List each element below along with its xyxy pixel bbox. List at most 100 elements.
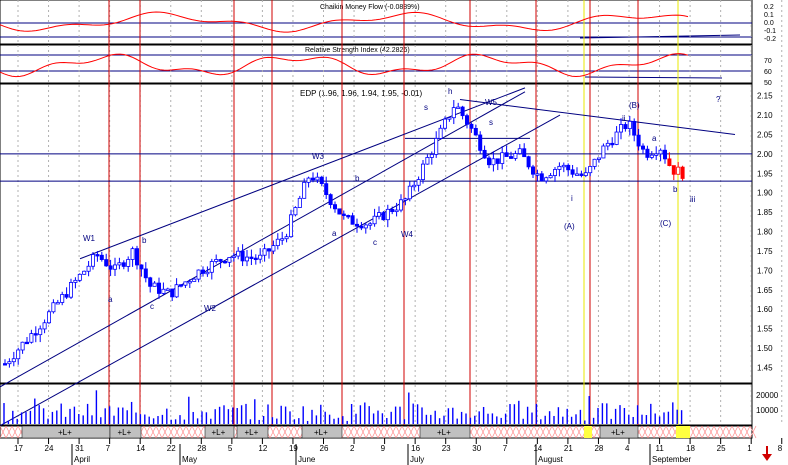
day-label: 28 bbox=[594, 444, 603, 453]
candle-body bbox=[579, 173, 584, 176]
candle-body bbox=[398, 199, 403, 211]
band-hatch bbox=[293, 425, 301, 439]
candle-body bbox=[623, 124, 628, 130]
band-hatch bbox=[545, 425, 553, 439]
band-hatch bbox=[695, 425, 703, 439]
candle-body bbox=[332, 204, 337, 210]
day-label: 14 bbox=[533, 444, 542, 453]
candle-body bbox=[38, 328, 43, 336]
candle-body bbox=[416, 179, 421, 186]
candle-body bbox=[583, 172, 588, 176]
wave-label: ii bbox=[622, 114, 626, 123]
candle-body bbox=[548, 175, 553, 179]
candle-body bbox=[64, 294, 69, 298]
trend-channel-line bbox=[79, 87, 526, 260]
candle-body bbox=[531, 166, 536, 175]
price-tick-label: 1.65 bbox=[757, 286, 773, 295]
band-hatch bbox=[689, 425, 697, 439]
candle-body bbox=[284, 236, 289, 240]
candle-body bbox=[328, 194, 333, 206]
day-label: 4 bbox=[625, 444, 630, 453]
candle-body bbox=[236, 250, 241, 257]
candle-body bbox=[491, 158, 496, 166]
band-hatch bbox=[395, 425, 403, 439]
band-hatch bbox=[173, 425, 181, 439]
cmf-tick-label: 0.1 bbox=[764, 12, 774, 19]
candle-body bbox=[319, 176, 324, 185]
band-hatch bbox=[479, 425, 487, 439]
candle-body bbox=[451, 107, 456, 119]
wave-label: b bbox=[355, 174, 360, 183]
candle-body bbox=[535, 173, 540, 176]
candle-body bbox=[610, 142, 615, 146]
band-cell bbox=[109, 425, 142, 439]
candle-body bbox=[614, 131, 619, 145]
candle-body bbox=[192, 278, 197, 282]
candle-body bbox=[605, 142, 610, 147]
price-tick-label: 1.55 bbox=[757, 325, 773, 334]
band-hatch bbox=[275, 425, 283, 439]
volume-panel: 20000 10000 bbox=[0, 383, 779, 426]
candle-body bbox=[597, 157, 602, 160]
band-hatch bbox=[569, 425, 577, 439]
band-hatch bbox=[533, 425, 541, 439]
day-label: 7 bbox=[503, 444, 508, 453]
candle-body bbox=[113, 264, 118, 270]
month-label: September bbox=[652, 455, 691, 464]
candle-body bbox=[143, 268, 148, 279]
candle-body bbox=[104, 259, 109, 267]
candle-body bbox=[324, 183, 329, 195]
band-hatch bbox=[659, 425, 667, 439]
band-hatch bbox=[401, 425, 409, 439]
candle-body bbox=[205, 271, 210, 275]
month-label: May bbox=[182, 455, 197, 464]
candle-body bbox=[271, 245, 276, 252]
rsi-panel: Relative Strength Index (42.2826) 70 60 50 bbox=[0, 44, 772, 87]
wave-label: c bbox=[373, 238, 377, 247]
candle-body bbox=[553, 169, 558, 176]
candle-body bbox=[152, 282, 157, 287]
candle-body bbox=[486, 157, 491, 166]
candle-body bbox=[500, 152, 505, 164]
price-tick-label: 2.15 bbox=[757, 92, 773, 101]
wave-label: a bbox=[332, 229, 337, 238]
day-label: 30 bbox=[472, 444, 481, 453]
candle-body bbox=[368, 223, 373, 226]
rsi-tick-label: 70 bbox=[764, 58, 772, 65]
band-hatch bbox=[353, 425, 361, 439]
wave-label: s bbox=[424, 103, 428, 112]
candle-body bbox=[337, 208, 342, 215]
candle-body bbox=[29, 333, 34, 343]
candle-body bbox=[249, 256, 254, 259]
candle-body bbox=[231, 255, 236, 258]
candle-body bbox=[429, 154, 434, 158]
candle-body bbox=[381, 212, 386, 221]
day-label: 25 bbox=[717, 444, 726, 453]
wave-label: ? bbox=[716, 95, 721, 104]
candle-body bbox=[385, 208, 390, 221]
candle-body bbox=[227, 257, 232, 263]
day-label: 12 bbox=[258, 444, 267, 453]
red-down-arrow-icon[interactable] bbox=[762, 446, 772, 461]
month-label: June bbox=[298, 455, 316, 464]
band-cell bbox=[301, 425, 343, 439]
candle-body bbox=[130, 248, 135, 260]
candle-body bbox=[306, 177, 311, 183]
candle-body bbox=[632, 120, 637, 136]
candle-body bbox=[350, 215, 355, 225]
band-cell bbox=[599, 425, 639, 439]
candle-body bbox=[91, 254, 96, 267]
candle-body bbox=[420, 163, 425, 180]
candle-body bbox=[244, 256, 249, 262]
candle-body bbox=[619, 124, 624, 133]
day-label: 23 bbox=[442, 444, 451, 453]
band-hatch bbox=[509, 425, 517, 439]
wave-label: b bbox=[142, 236, 147, 245]
candle-body bbox=[222, 260, 227, 264]
wave-label: W2 bbox=[204, 304, 217, 313]
candle-body bbox=[11, 358, 16, 363]
volume-tick-label: 20000 bbox=[756, 391, 779, 400]
band-hatch bbox=[725, 425, 733, 439]
band-hatch bbox=[563, 425, 571, 439]
candle-body bbox=[442, 118, 447, 129]
